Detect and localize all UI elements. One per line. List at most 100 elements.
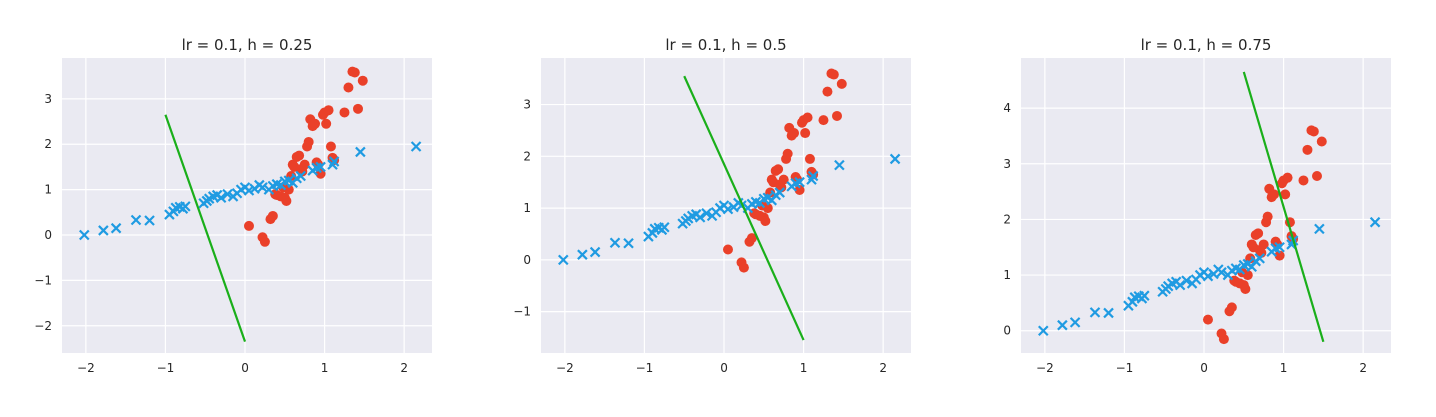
- subplot-title: lr = 0.1, h = 0.5: [665, 36, 786, 54]
- red-point: [1258, 239, 1269, 250]
- marker-stroke: [222, 188, 233, 200]
- red-point: [802, 112, 813, 123]
- x-tick-label: −1: [636, 361, 654, 375]
- decision-line: [683, 75, 805, 341]
- red-point: [1312, 171, 1322, 181]
- red-point: [343, 82, 354, 93]
- red-point: [1253, 228, 1264, 239]
- x-tick-label: 0: [720, 361, 728, 375]
- subplot-3: −2 −1 0 1 2 0 1 2 3 4 lr = 0.1, h = 0.75: [1003, 36, 1391, 375]
- marker-stroke: [1174, 279, 1186, 291]
- blue-x-marker: [328, 156, 340, 167]
- blue-x-marker: [807, 170, 819, 182]
- red-point: [349, 67, 360, 78]
- red-point: [722, 244, 733, 255]
- marker-stroke: [79, 229, 90, 241]
- red-point: [1240, 283, 1251, 294]
- y-tick-label: 0: [523, 253, 531, 267]
- marker-stroke: [1038, 325, 1049, 337]
- data-layer: [1038, 71, 1381, 345]
- blue-x-marker: [79, 229, 90, 241]
- marker-stroke: [257, 182, 268, 193]
- marker-stroke: [110, 222, 122, 234]
- marker-stroke: [834, 159, 845, 171]
- red-point: [1262, 211, 1273, 222]
- marker-stroke: [410, 141, 422, 152]
- blue-x-marker: [589, 246, 601, 258]
- marker-stroke: [1089, 307, 1101, 318]
- blue-x-marker: [1369, 216, 1381, 228]
- blue-x-marker: [144, 215, 155, 226]
- blue-x-marker: [1069, 317, 1081, 328]
- blue-x-marker: [1216, 267, 1227, 278]
- blue-x-marker: [1139, 290, 1150, 301]
- y-tick-label: −2: [34, 319, 52, 333]
- blue-x-marker: [694, 212, 706, 223]
- blue-x-marker: [1038, 325, 1049, 337]
- marker-stroke: [1069, 317, 1081, 328]
- marker-stroke: [355, 146, 366, 158]
- blue-x-marker: [558, 254, 569, 266]
- marker-stroke: [722, 203, 734, 215]
- y-tick-label: 2: [523, 149, 531, 163]
- marker-stroke: [807, 170, 819, 182]
- red-point: [1226, 302, 1237, 313]
- red-point: [782, 148, 793, 159]
- red-point: [323, 105, 334, 116]
- subplot-title: lr = 0.1, h = 0.25: [182, 36, 313, 54]
- marker-stroke: [130, 214, 142, 226]
- marker-stroke: [750, 196, 762, 208]
- marker-stroke: [1057, 319, 1068, 331]
- red-point: [789, 128, 800, 139]
- blue-x-marker: [794, 176, 805, 188]
- red-point: [294, 150, 305, 161]
- marker-stroke: [1216, 267, 1227, 278]
- plot-area: [541, 58, 911, 353]
- red-point: [303, 136, 314, 147]
- marker-stroke: [283, 175, 295, 186]
- red-point: [804, 153, 815, 164]
- blue-x-marker: [1246, 261, 1258, 273]
- y-tick-label: 3: [1003, 157, 1011, 171]
- red-point: [283, 184, 294, 195]
- red-point: [828, 69, 839, 80]
- marker-stroke: [271, 178, 283, 190]
- x-tick-label: 1: [321, 361, 329, 375]
- marker-stroke: [659, 221, 670, 233]
- subplot-title: lr = 0.1, h = 0.75: [1141, 36, 1272, 54]
- blue-x-marker: [577, 249, 588, 260]
- x-tick-label: 2: [1359, 361, 1367, 375]
- red-point: [1298, 175, 1309, 186]
- blue-x-marker: [410, 141, 422, 152]
- red-point: [818, 115, 829, 126]
- blue-x-marker: [295, 170, 306, 182]
- blue-x-marker: [774, 187, 785, 198]
- red-point: [259, 236, 270, 247]
- blue-x-marker: [609, 237, 621, 249]
- red-point: [800, 128, 811, 139]
- marker-stroke: [577, 249, 588, 260]
- blue-x-marker: [1174, 279, 1186, 291]
- blue-x-marker: [701, 207, 712, 219]
- blue-x-marker: [222, 188, 233, 200]
- red-point: [794, 184, 805, 195]
- subplot-1: −2 −1 0 1 2 −2 −1 0 1 2 3 lr = 0.1, h = 0.25: [34, 36, 432, 375]
- marker-stroke: [1314, 223, 1325, 235]
- red-point: [1218, 334, 1229, 345]
- red-point: [738, 262, 749, 273]
- blue-x-marker: [1181, 275, 1192, 286]
- x-tick-label: 0: [241, 361, 249, 375]
- data-layer: [79, 66, 422, 343]
- x-tick-label: −2: [556, 361, 574, 375]
- y-tick-label: 0: [44, 228, 52, 242]
- marker-stroke: [694, 212, 706, 223]
- x-tick-label: −2: [1036, 361, 1054, 375]
- red-point: [836, 78, 847, 89]
- x-tick-label: −2: [77, 361, 95, 375]
- marker-stroke: [144, 215, 155, 226]
- y-tick-label: 4: [1003, 101, 1011, 115]
- data-layer: [558, 68, 901, 341]
- blue-x-marker: [355, 146, 366, 158]
- marker-stroke: [609, 237, 621, 249]
- red-point: [315, 168, 326, 179]
